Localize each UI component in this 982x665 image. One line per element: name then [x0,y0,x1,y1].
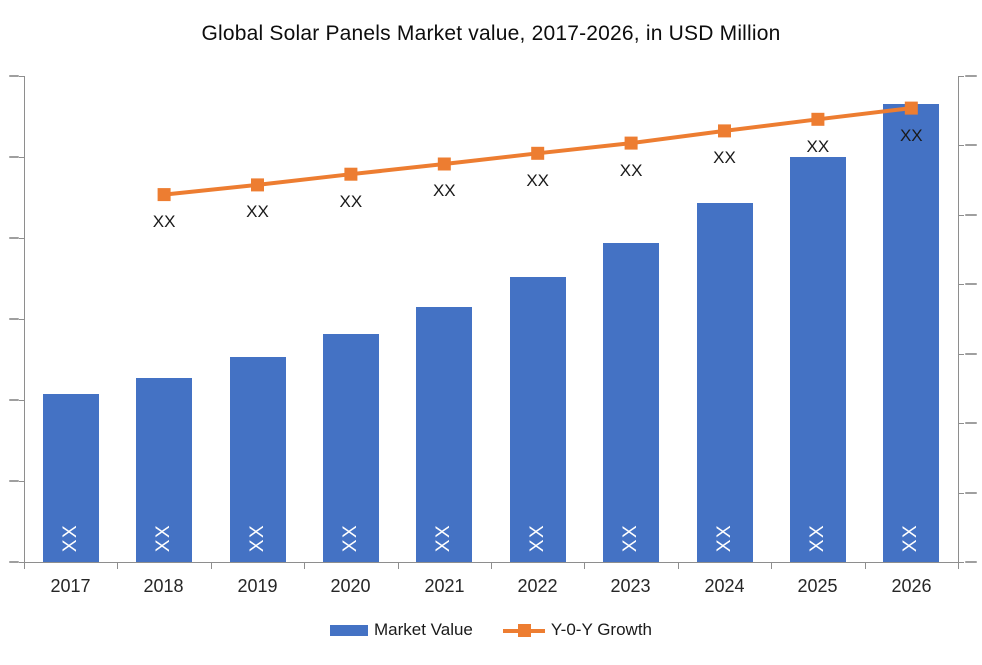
y-axis-left-micro-label [9,156,19,158]
chart-title: Global Solar Panels Market value, 2017-2… [201,22,781,45]
y-axis-left-micro-label [9,75,19,77]
line-data-label-2020: XX [339,191,363,211]
y-axis-right-micro-label [965,75,977,77]
y-axis-right-tick [959,284,964,285]
line-marker-2024 [718,124,731,138]
y-axis-left-tick [19,400,24,401]
line-marker-2023 [624,136,638,150]
line-marker-2019 [251,178,264,192]
bar-2018 [136,378,192,562]
y-axis-right-tick [959,562,964,563]
y-axis-right-tick [959,76,964,77]
x-axis [24,562,959,563]
y-axis-right-micro-label [965,144,977,146]
y-axis-right-tick [959,145,964,146]
y-axis-right-micro-label [965,492,977,494]
y-axis-left-tick [19,562,24,563]
y-axis-left-micro-label [9,318,19,320]
bar-2020 [323,334,379,562]
line-data-label-2024: XX [713,148,736,168]
line-data-label-2025: XX [806,136,830,156]
line-marker-2018 [157,188,171,202]
line-marker-swatch-icon [502,623,545,637]
y-axis-left-tick [19,157,24,158]
line-data-label-2026: XX [899,125,923,145]
x-axis-label-2022: 2022 [517,576,558,596]
x-axis-tick [24,563,25,569]
x-axis-tick [117,563,118,569]
line-marker-2025 [811,112,825,126]
x-axis-tick [304,563,305,569]
legend-item-yoy-growth: Y-0-Y Growth [502,620,652,640]
bar-2019 [230,357,286,562]
x-axis-label-2025: 2025 [797,576,838,596]
legend-label-market-value: Market Value [373,620,473,639]
line-data-label-2018: XX [152,212,176,232]
y-axis-right-micro-label [965,422,977,424]
x-axis-label-2023: 2023 [610,576,651,596]
x-axis-tick [491,563,492,569]
bar-2025 [790,157,846,562]
y-axis-right-tick [959,423,964,424]
bar-2026 [883,104,939,562]
line-marker-2020 [344,167,358,181]
line-marker-2026 [904,101,918,115]
x-axis-tick [958,563,959,569]
line-marker-2021 [437,157,451,171]
y-axis-right-tick [959,354,964,355]
legend: Market Value Y-0-Y Growth [0,620,982,640]
bar-2021 [416,307,472,562]
y-axis-right-micro-label [965,214,977,216]
x-axis-tick [398,563,399,569]
x-axis-tick [678,563,679,569]
legend-item-market-value: Market Value [329,620,473,640]
bar-2017 [43,394,99,562]
x-axis-label-2021: 2021 [424,576,465,596]
x-axis-label-2020: 2020 [330,576,371,596]
y-axis-right-tick [959,215,964,216]
y-axis-right-micro-label [965,561,977,563]
y-axis-left [24,76,25,562]
line-marker-2022 [531,146,545,160]
line-data-label-2021: XX [432,181,456,201]
y-axis-left-micro-label [9,399,19,401]
x-axis-tick [771,563,772,569]
y-axis-left-micro-label [9,480,19,482]
x-axis-label-2018: 2018 [143,576,184,596]
bar-2023 [603,243,659,562]
x-axis-label-2024: 2024 [704,576,745,596]
y-axis-left-tick [19,481,24,482]
y-axis-right-micro-label [965,353,977,355]
line-data-label-2019: XX [246,202,269,222]
y-axis-left-micro-label [9,237,19,239]
bar-2022 [510,277,566,562]
x-axis-tick [584,563,585,569]
y-axis-left-tick [19,76,24,77]
x-axis-label-2019: 2019 [237,576,278,596]
y-axis-left-tick [19,319,24,320]
y-axis-left-tick [19,238,24,239]
y-axis-right-tick [959,493,964,494]
legend-square-marker [517,623,531,637]
y-axis-right [958,76,959,562]
bar-swatch-icon [329,624,368,636]
legend-label-yoy-growth: Y-0-Y Growth [550,620,652,639]
y-axis-right-micro-label [965,283,977,285]
bar-2024 [697,203,753,562]
line-data-label-2022: XX [526,170,550,190]
x-axis-label-2026: 2026 [891,576,932,596]
y-axis-left-micro-label [9,561,19,563]
x-axis-label-2017: 2017 [50,576,91,596]
line-data-label-2023: XX [619,160,643,180]
x-axis-tick [211,563,212,569]
x-axis-tick [865,563,866,569]
